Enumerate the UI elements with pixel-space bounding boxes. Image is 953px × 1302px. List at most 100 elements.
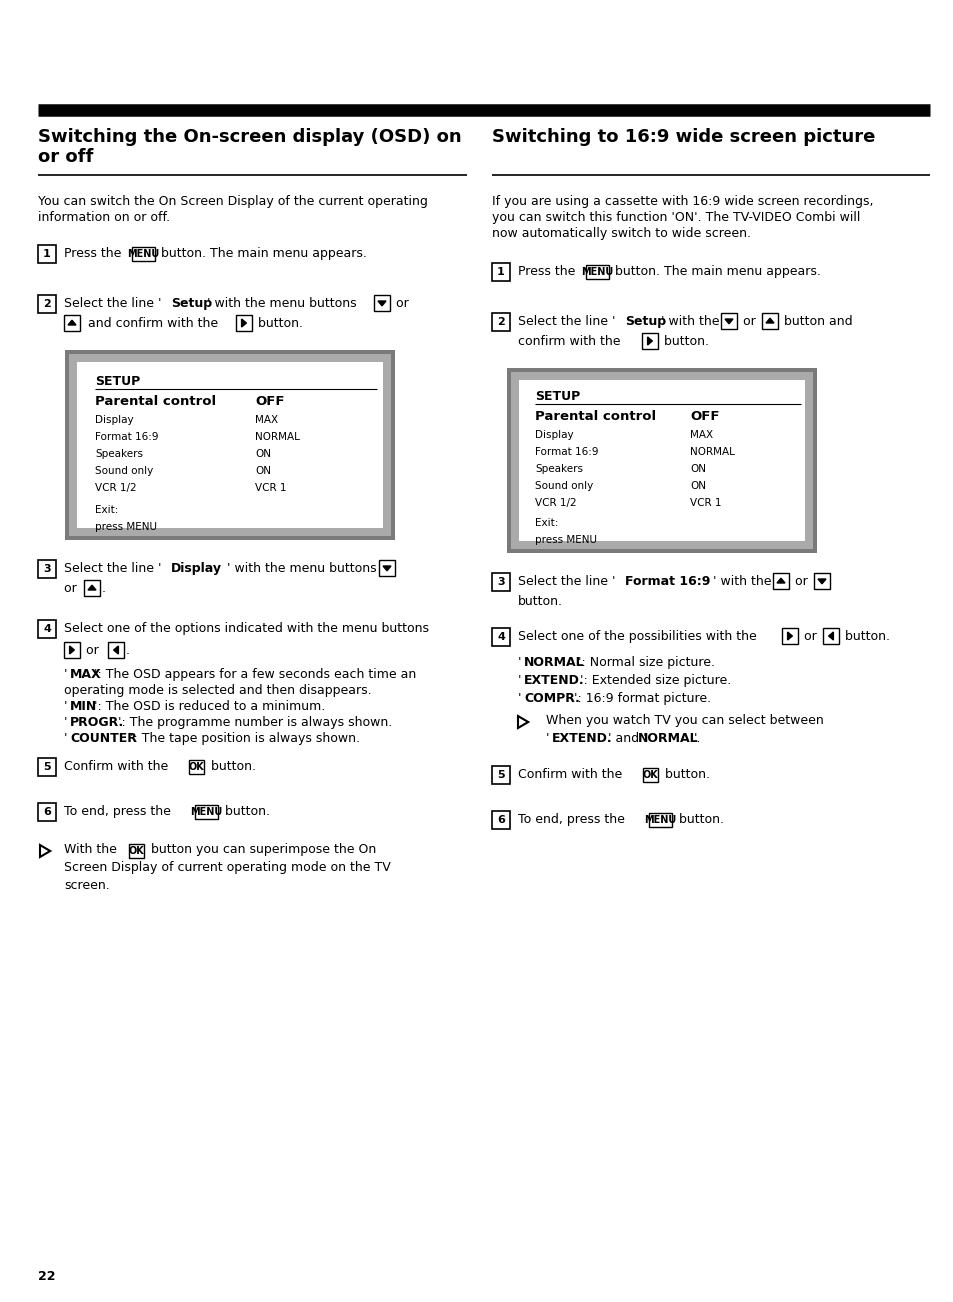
Text: Select one of the possibilities with the: Select one of the possibilities with the — [517, 630, 760, 643]
Text: 1: 1 — [497, 267, 504, 277]
Bar — [374, 296, 390, 311]
Text: button.: button. — [517, 595, 562, 608]
Polygon shape — [828, 631, 833, 641]
Text: MENU: MENU — [581, 267, 613, 277]
Text: or: or — [64, 582, 81, 595]
Text: Speakers: Speakers — [95, 449, 143, 460]
Bar — [642, 768, 657, 783]
Text: ON: ON — [254, 449, 271, 460]
Text: .: . — [102, 582, 106, 595]
Bar — [189, 760, 204, 773]
Text: Select the line ': Select the line ' — [64, 562, 161, 575]
Bar — [69, 354, 391, 536]
Text: VCR 1: VCR 1 — [254, 483, 286, 493]
Text: VCR 1: VCR 1 — [689, 497, 720, 508]
Text: ': ' — [545, 732, 549, 745]
Text: ': ' — [64, 700, 68, 713]
Text: MAX: MAX — [254, 415, 278, 424]
Polygon shape — [765, 318, 773, 323]
Text: 5: 5 — [497, 769, 504, 780]
Bar — [813, 573, 829, 589]
Polygon shape — [377, 301, 386, 306]
Bar — [641, 333, 658, 349]
Bar — [38, 560, 56, 578]
Bar — [761, 312, 778, 329]
Bar — [77, 362, 382, 529]
Text: 6: 6 — [43, 807, 51, 816]
Text: COMPR.: COMPR. — [523, 691, 579, 704]
Text: NORMAL: NORMAL — [689, 447, 734, 457]
Bar — [38, 620, 56, 638]
Bar — [506, 368, 816, 553]
Text: button.: button. — [675, 812, 723, 825]
Polygon shape — [88, 585, 96, 590]
Bar — [64, 642, 80, 658]
Text: 6: 6 — [497, 815, 504, 825]
Polygon shape — [724, 319, 732, 324]
Bar — [235, 315, 252, 331]
Bar — [65, 350, 395, 540]
Text: Display: Display — [95, 415, 133, 424]
Text: OK: OK — [641, 769, 658, 780]
Text: To end, press the: To end, press the — [64, 805, 174, 818]
Text: MENU: MENU — [191, 807, 223, 816]
Text: Format 16:9: Format 16:9 — [535, 447, 598, 457]
Text: button.: button. — [660, 768, 709, 781]
Text: With the: With the — [64, 842, 121, 855]
Bar — [772, 573, 788, 589]
Text: Exit:: Exit: — [535, 518, 558, 529]
Text: 3: 3 — [497, 577, 504, 587]
Text: VCR 1/2: VCR 1/2 — [95, 483, 136, 493]
Bar — [378, 560, 395, 575]
Text: MENU: MENU — [644, 815, 676, 825]
Text: SETUP: SETUP — [535, 391, 579, 404]
Polygon shape — [776, 578, 784, 583]
Text: OFF: OFF — [254, 395, 284, 408]
Text: '.: '. — [693, 732, 700, 745]
Text: ': Extended size picture.: ': Extended size picture. — [579, 674, 731, 687]
Text: Select the line ': Select the line ' — [517, 315, 615, 328]
Text: ' with the menu buttons: ' with the menu buttons — [227, 562, 380, 575]
Text: MENU: MENU — [128, 249, 160, 259]
Text: Sound only: Sound only — [95, 466, 153, 477]
Text: you can switch this function 'ON'. The TV-VIDEO Combi will: you can switch this function 'ON'. The T… — [492, 211, 860, 224]
Text: ': The tape position is always shown.: ': The tape position is always shown. — [130, 732, 359, 745]
Text: ': ' — [517, 674, 521, 687]
Text: ': ' — [64, 716, 68, 729]
Bar — [132, 247, 155, 260]
Bar — [518, 380, 804, 542]
Text: ON: ON — [254, 466, 271, 477]
Text: Speakers: Speakers — [535, 464, 582, 474]
Text: or: or — [82, 644, 103, 658]
Text: 1: 1 — [43, 249, 51, 259]
Bar — [38, 296, 56, 312]
Bar — [518, 380, 804, 542]
Text: To end, press the: To end, press the — [517, 812, 628, 825]
Text: ': ' — [517, 656, 521, 669]
Text: MAX: MAX — [689, 430, 713, 440]
Bar — [648, 814, 672, 827]
Text: information on or off.: information on or off. — [38, 211, 170, 224]
Text: Parental control: Parental control — [95, 395, 216, 408]
Text: Parental control: Parental control — [535, 410, 656, 423]
Text: Screen Display of current operating mode on the TV: Screen Display of current operating mode… — [64, 861, 391, 874]
Text: Select the line ': Select the line ' — [64, 297, 161, 310]
Text: and confirm with the: and confirm with the — [84, 316, 222, 329]
Text: now automatically switch to wide screen.: now automatically switch to wide screen. — [492, 227, 750, 240]
Bar — [38, 803, 56, 822]
Text: button and: button and — [780, 315, 852, 328]
Text: press MENU: press MENU — [535, 535, 597, 546]
Text: button.: button. — [253, 316, 303, 329]
Text: OK: OK — [189, 762, 204, 772]
Text: or: or — [800, 630, 820, 643]
Text: OK: OK — [129, 846, 144, 855]
Text: Confirm with the: Confirm with the — [517, 768, 625, 781]
Text: button.: button. — [659, 335, 708, 348]
Bar — [64, 315, 80, 331]
Text: 2: 2 — [497, 316, 504, 327]
Text: .: . — [126, 644, 130, 658]
Text: EXTEND.: EXTEND. — [523, 674, 584, 687]
Text: button.: button. — [221, 805, 270, 818]
Text: screen.: screen. — [64, 879, 110, 892]
Polygon shape — [382, 566, 391, 570]
